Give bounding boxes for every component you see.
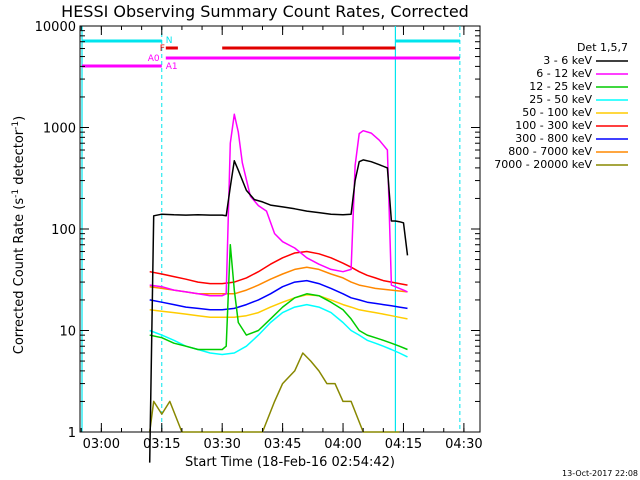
- annotation-a1: A1: [166, 62, 178, 72]
- series-line-300to800keV: [149, 279, 408, 311]
- y-axis-label: Corrected Count Rate (s-1 detector-1): [11, 116, 27, 354]
- annotation-a0: A0: [148, 54, 160, 64]
- svg-text:Corrected Count Rate (s-1 dete: Corrected Count Rate (s-1 detector-1): [11, 116, 27, 354]
- series-line-7000to20000keV: [148, 352, 400, 433]
- x-tick-label: 04:15: [385, 437, 422, 452]
- plot-border: [79, 25, 481, 433]
- axes: 1 10 100 1000 10000 03:00 03:15 03:30 03:45 04:00…: [35, 20, 483, 452]
- x-tick-label: 03:00: [83, 437, 120, 452]
- y-tick-label: 10: [59, 325, 76, 340]
- series-line-12to25keV: [149, 243, 408, 351]
- legend-label: 100 - 300 keV: [515, 119, 592, 132]
- annotation-f: F: [160, 44, 165, 54]
- legend-label: 7000 - 20000 keV: [494, 158, 592, 171]
- legend-label: 300 - 800 keV: [515, 132, 592, 145]
- legend-title: Det 1,5,7: [577, 41, 628, 54]
- y-tick-label: 100: [51, 223, 76, 238]
- legend-label: 6 - 12 keV: [536, 67, 592, 80]
- y-tick-label: 1: [68, 426, 76, 441]
- series-group: [148, 113, 409, 463]
- legend-label: 50 - 100 keV: [522, 106, 592, 119]
- x-axis-label: Start Time (18-Feb-16 02:54:42): [185, 455, 395, 470]
- legend-label: 800 - 7000 keV: [508, 145, 592, 158]
- y-tick-label: 10000: [35, 20, 76, 35]
- x-tick-label: 04:30: [445, 437, 482, 452]
- legend-label: 3 - 6 keV: [543, 54, 592, 67]
- x-tick-label: 04:00: [324, 437, 361, 452]
- timestamp: 13-Oct-2017 22:08: [562, 469, 638, 478]
- legend-label: 25 - 50 keV: [529, 93, 592, 106]
- plot-frame: [79, 25, 481, 433]
- annotation-n: N: [166, 36, 173, 46]
- series-line-3to6keV: [148, 159, 409, 463]
- x-tick-label: 03:30: [203, 437, 240, 452]
- series-line-25to50keV: [149, 303, 408, 358]
- x-tick-label: 03:15: [143, 437, 180, 452]
- legend-label: 12 - 25 keV: [529, 80, 592, 93]
- x-tick-label: 03:45: [264, 437, 301, 452]
- y-tick-label: 1000: [43, 122, 76, 137]
- series-line-6to12keV: [149, 113, 408, 297]
- series-line-100to300keV: [149, 250, 408, 286]
- chart-title: HESSI Observing Summary Count Rates, Cor…: [61, 2, 469, 21]
